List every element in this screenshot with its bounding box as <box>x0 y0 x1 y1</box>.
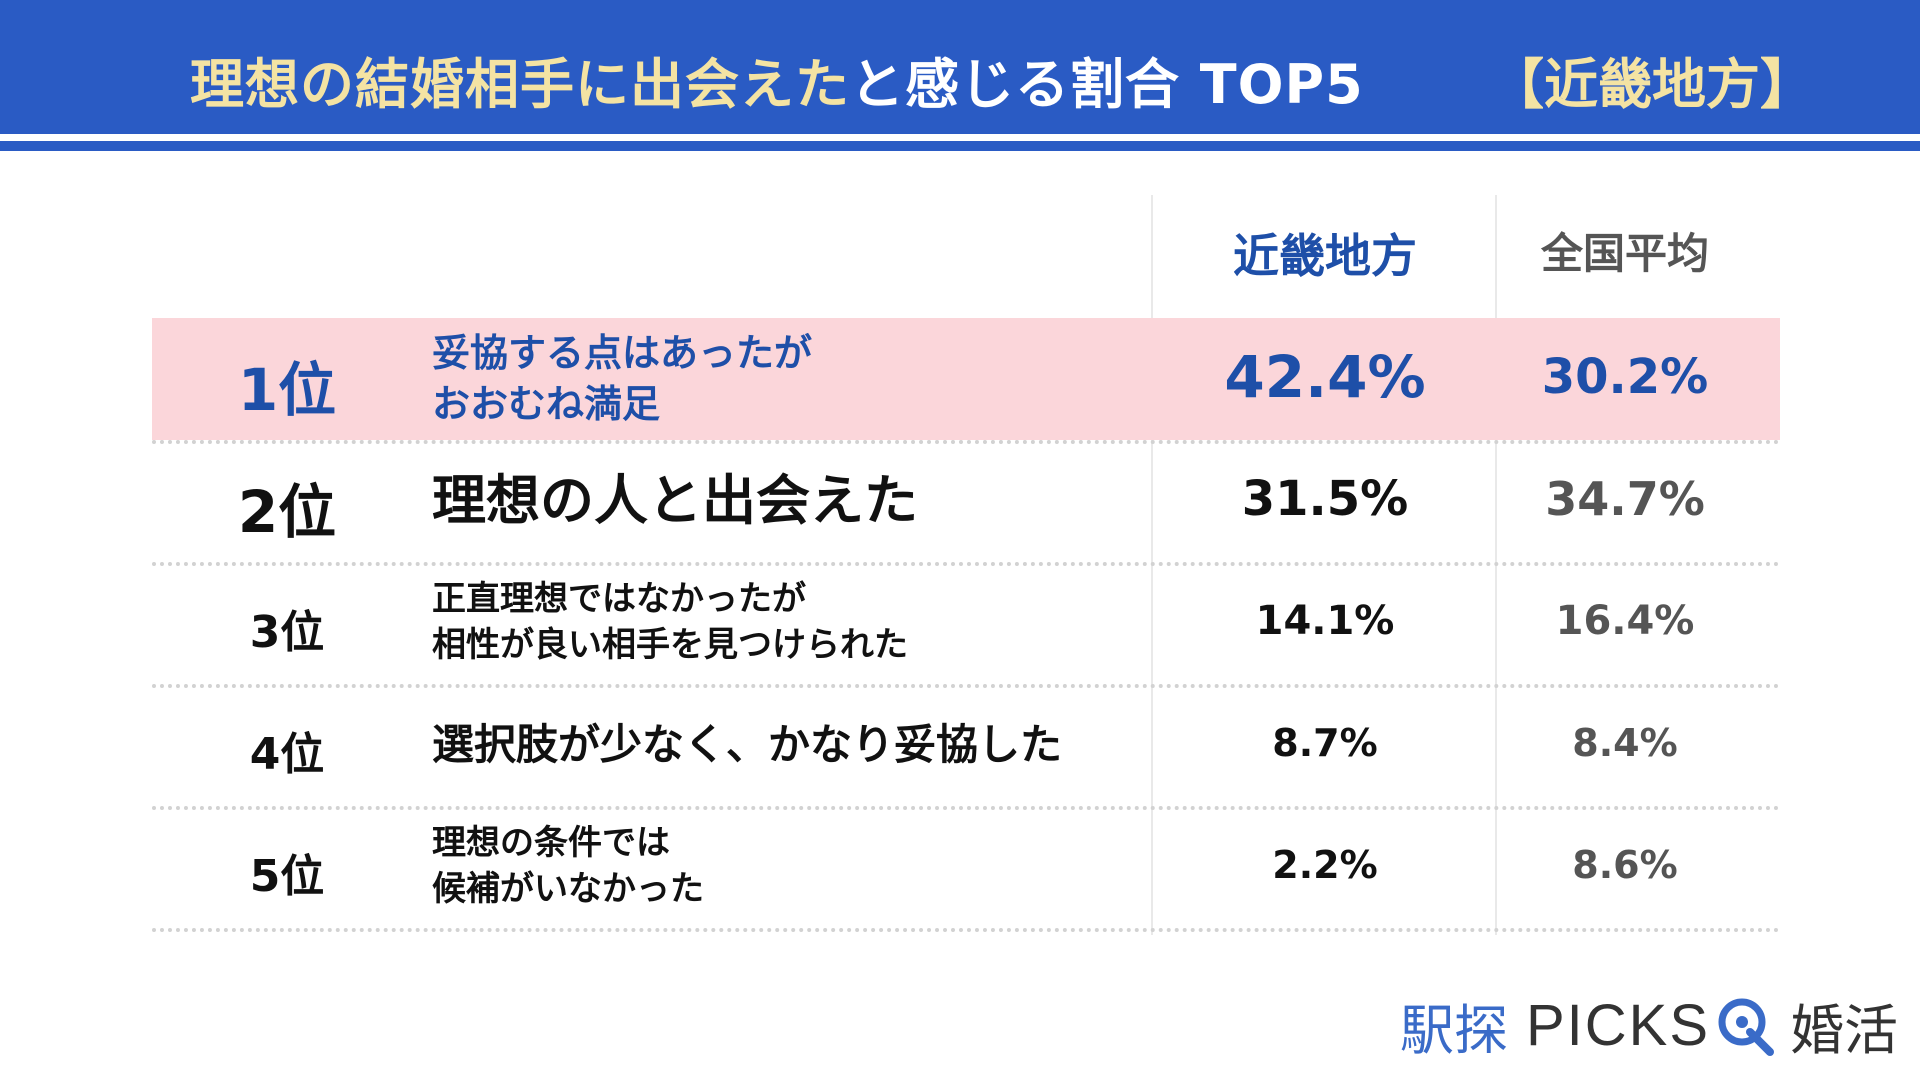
title-region: 【近畿地方】 <box>1490 53 1814 116</box>
rank-label: 4位 <box>249 728 325 780</box>
rank-label: 5位 <box>249 850 325 902</box>
answer-label: 正直理想ではなかったが相性が良い相手を見つけられた <box>432 577 908 669</box>
row-separator <box>152 928 1780 932</box>
rank-label: 2位 <box>237 478 337 547</box>
national-percentage: 34.7% <box>1545 472 1705 527</box>
logo-konkatsu: 婚活 <box>1790 998 1899 1062</box>
logo-picks: PICKS <box>1526 992 1711 1058</box>
row-separator <box>152 806 1780 810</box>
answer-label-line: 相性が良い相手を見つけられた <box>432 625 908 665</box>
answer-label: 選択肢が少なく、かなり妥協した <box>432 717 1062 774</box>
answer-label: 理想の人と出会えた <box>432 465 918 538</box>
answer-label: 理想の条件では 候補がいなかった <box>432 821 704 913</box>
title-main: 理想の結婚相手に出会えた <box>190 53 850 116</box>
national-percentage: 8.4% <box>1572 721 1678 766</box>
national-percentage: 16.4% <box>1555 598 1695 645</box>
row-separator <box>152 440 1780 444</box>
table-row: 4位 選択肢が少なく、かなり妥協した 8.7% 8.4% <box>152 684 1780 806</box>
region-percentage: 8.7% <box>1272 721 1378 766</box>
region-percentage: 2.2% <box>1272 843 1378 888</box>
national-percentage: 30.2% <box>1541 349 1709 406</box>
table-row: 2位 理想の人と出会えた 31.5% 34.7% <box>152 440 1780 562</box>
brand-logo: 駅探 PICKS 婚活 <box>1400 985 1898 1065</box>
column-header-region: 近畿地方 <box>1233 229 1417 283</box>
answer-label: 妥協する点はあったが おおむね満足 <box>432 328 812 431</box>
table-row: 1位 妥協する点はあったが おおむね満足 42.4% 30.2% <box>152 318 1780 440</box>
table-row: 3位 正直理想ではなかったが相性が良い相手を見つけられた 14.1% 16.4% <box>152 562 1780 684</box>
row-separator <box>152 684 1780 688</box>
rank-label: 3位 <box>249 606 325 658</box>
header-banner: 理想の結婚相手に出会えたと感じる割合 TOP5 【近畿地方】 <box>0 0 1920 134</box>
table-row: 5位 理想の条件では 候補がいなかった 2.2% 8.6% <box>152 806 1780 928</box>
national-percentage: 8.6% <box>1572 843 1678 888</box>
title-accent: と感じる割合 TOP5 <box>850 53 1364 116</box>
answer-label-line: 妥協する点はあったが <box>432 330 813 375</box>
answer-label-line: おおむね満足 <box>432 381 661 426</box>
magnifier-q-icon <box>1718 998 1775 1056</box>
region-percentage: 14.1% <box>1255 598 1395 645</box>
page-title: 理想の結婚相手に出会えたと感じる割合 TOP5 <box>190 40 1364 119</box>
row-separator <box>152 562 1780 566</box>
region-percentage: 42.4% <box>1224 343 1426 412</box>
header-underline <box>0 141 1920 151</box>
answer-label-line: 理想の条件では <box>432 823 670 864</box>
answer-label-line: 正直理想ではなかったが <box>432 579 806 620</box>
rank-label: 1位 <box>237 356 337 425</box>
answer-label-line: 候補がいなかった <box>432 869 704 909</box>
logo-kanji: 駅探 <box>1400 998 1508 1062</box>
region-percentage: 31.5% <box>1241 471 1409 528</box>
answer-label-line: 選択肢が少なく、かなり妥協した <box>432 719 1063 769</box>
answer-label-line: 理想の人と出会えた <box>432 468 918 532</box>
column-header-national: 全国平均 <box>1540 229 1709 278</box>
